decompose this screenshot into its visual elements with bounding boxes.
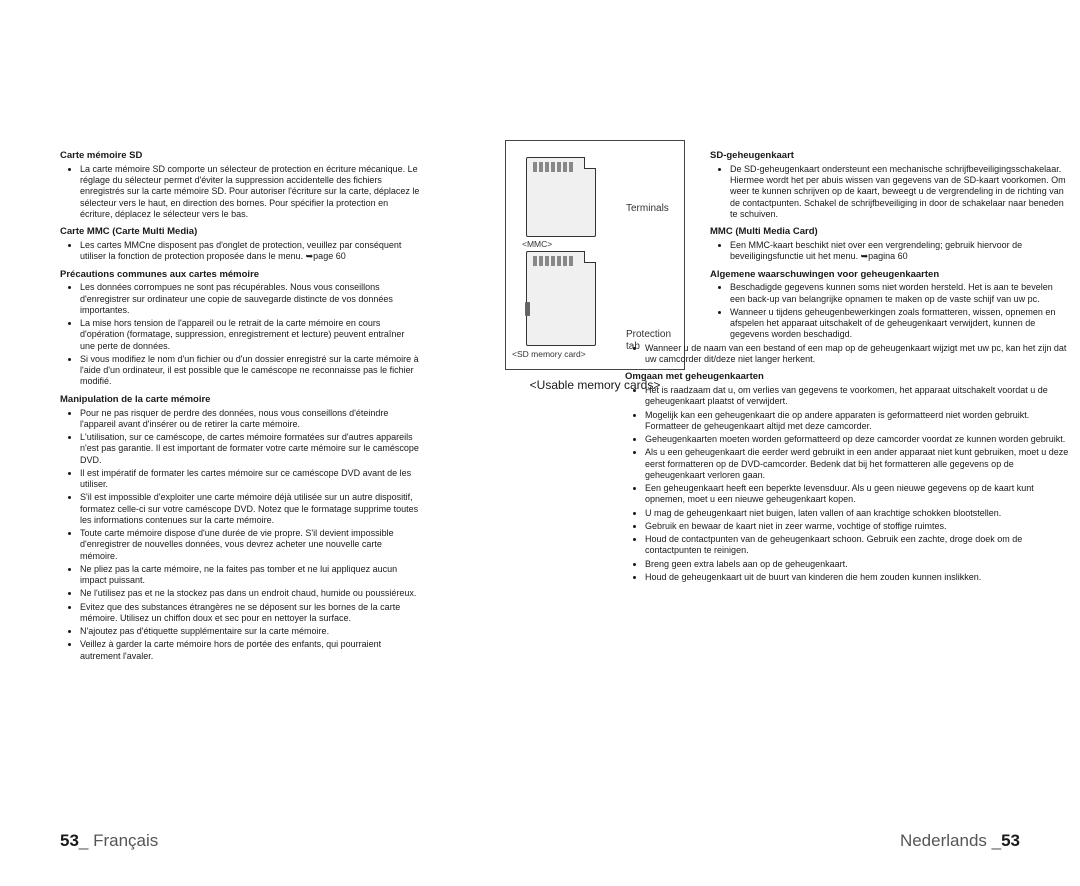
protection-tab-icon xyxy=(525,302,530,316)
footer-right: Nederlands _53 xyxy=(900,831,1020,851)
text: Geheugenkaarten moeten worden geformatte… xyxy=(645,434,1070,445)
lang-label-nl: Nederlands _ xyxy=(900,831,1001,850)
text: Gebruik en bewaar de kaart niet in zeer … xyxy=(645,521,1070,532)
text: L'utilisation, sur ce caméscope, de cart… xyxy=(80,432,420,466)
dutch-wide-block: Wanneer u de naam van een bestand of een… xyxy=(625,343,1070,583)
text: Il est impératif de formater les cartes … xyxy=(80,468,420,491)
list-sd-fr: La carte mémoire SD comporte un sélecteu… xyxy=(60,164,420,220)
heading-precautions-fr: Précautions communes aux cartes mémoire xyxy=(60,269,420,281)
card-notch xyxy=(584,157,596,169)
text: Beschadigde gegevens kunnen soms niet wo… xyxy=(730,282,1070,305)
text: Pour ne pas risquer de perdre des donnée… xyxy=(80,408,420,431)
text: La mise hors tension de l'appareil ou le… xyxy=(80,318,420,352)
text: Mogelijk kan een geheugenkaart die op an… xyxy=(645,410,1070,433)
list-handling-nl: Het is raadzaam dat u, om verlies van ge… xyxy=(625,385,1070,583)
mmc-label: <MMC> xyxy=(522,239,552,249)
text: Ne pliez pas la carte mémoire, ne la fai… xyxy=(80,564,420,587)
memory-card-diagram: <MMC> <SD memory card> Terminals Protect… xyxy=(505,140,685,370)
terminals-label: Terminals xyxy=(626,203,669,214)
text: Houd de geheugenkaart uit de buurt van k… xyxy=(645,572,1070,583)
terminals-icon xyxy=(533,256,573,266)
text: Houd de contactpunten van de geheugenkaa… xyxy=(645,534,1070,557)
manual-page: Carte mémoire SD La carte mémoire SD com… xyxy=(0,0,1080,886)
text: Veillez à garder la carte mémoire hors d… xyxy=(80,639,420,662)
sd-card-icon xyxy=(526,251,596,346)
footer-left: 53_ Français xyxy=(60,831,158,851)
text: Si vous modifiez le nom d'un fichier ou … xyxy=(80,354,420,388)
heading-mmc-nl: MMC (Multi Media Card) xyxy=(710,226,1070,238)
list-precautions-fr: Les données corrompues ne sont pas récup… xyxy=(60,282,420,387)
sd-label: <SD memory card> xyxy=(512,349,586,359)
text: Wanneer u tijdens geheugenbewerkingen zo… xyxy=(730,307,1070,341)
card-notch xyxy=(584,251,596,263)
heading-handling-fr: Manipulation de la carte mémoire xyxy=(60,394,420,406)
text: Een MMC-kaart beschikt niet over een ver… xyxy=(730,240,1070,263)
heading-sd-nl: SD-geheugenkaart xyxy=(710,150,1070,162)
lang-label-fr: _ Français xyxy=(79,831,158,850)
text: Breng geen extra labels aan op de geheug… xyxy=(645,559,1070,570)
text: Les cartes MMCne disposent pas d'onglet … xyxy=(80,240,420,263)
heading-handling-nl: Omgaan met geheugenkaarten xyxy=(625,371,1070,383)
text: S'il est impossible d'exploiter une cart… xyxy=(80,492,420,526)
text: Wanneer u de naam van een bestand of een… xyxy=(645,343,1070,366)
page-footer: 53_ Français Nederlands _53 xyxy=(60,817,1020,851)
text: Les données corrompues ne sont pas récup… xyxy=(80,282,420,316)
text: Ne l'utilisez pas et ne la stockez pas d… xyxy=(80,588,420,599)
column-french: Carte mémoire SD La carte mémoire SD com… xyxy=(60,150,430,817)
heading-mmc-fr: Carte MMC (Carte Multi Media) xyxy=(60,226,420,238)
text: N'ajoutez pas d'étiquette supplémentaire… xyxy=(80,626,420,637)
text: De SD-geheugenkaart ondersteunt een mech… xyxy=(730,164,1070,220)
page-number-right: 53 xyxy=(1001,831,1020,850)
text: Toute carte mémoire dispose d'une durée … xyxy=(80,528,420,562)
text: Een geheugenkaart heeft een beperkte lev… xyxy=(645,483,1070,506)
text: Als u een geheugenkaart die eerder werd … xyxy=(645,447,1070,481)
terminals-icon xyxy=(533,162,573,172)
column-dutch: SD-geheugenkaart De SD-geheugenkaart ond… xyxy=(710,150,1070,585)
heading-sd-fr: Carte mémoire SD xyxy=(60,150,420,162)
mmc-card-icon xyxy=(526,157,596,237)
content-area: Carte mémoire SD La carte mémoire SD com… xyxy=(60,150,1020,817)
list-precautions-nl-wide: Wanneer u de naam van een bestand of een… xyxy=(625,343,1070,366)
text: Evitez que des substances étrangères ne … xyxy=(80,602,420,625)
list-mmc-fr: Les cartes MMCne disposent pas d'onglet … xyxy=(60,240,420,263)
page-number-left: 53 xyxy=(60,831,79,850)
text: Het is raadzaam dat u, om verlies van ge… xyxy=(645,385,1070,408)
list-mmc-nl: Een MMC-kaart beschikt niet over een ver… xyxy=(710,240,1070,263)
text: La carte mémoire SD comporte un sélecteu… xyxy=(80,164,420,220)
heading-precautions-nl: Algemene waarschuwingen voor geheugenkaa… xyxy=(710,269,1070,281)
text: U mag de geheugenkaart niet buigen, late… xyxy=(645,508,1070,519)
list-precautions-nl: Beschadigde gegevens kunnen soms niet wo… xyxy=(710,282,1070,340)
list-sd-nl: De SD-geheugenkaart ondersteunt een mech… xyxy=(710,164,1070,220)
list-handling-fr: Pour ne pas risquer de perdre des donnée… xyxy=(60,408,420,662)
